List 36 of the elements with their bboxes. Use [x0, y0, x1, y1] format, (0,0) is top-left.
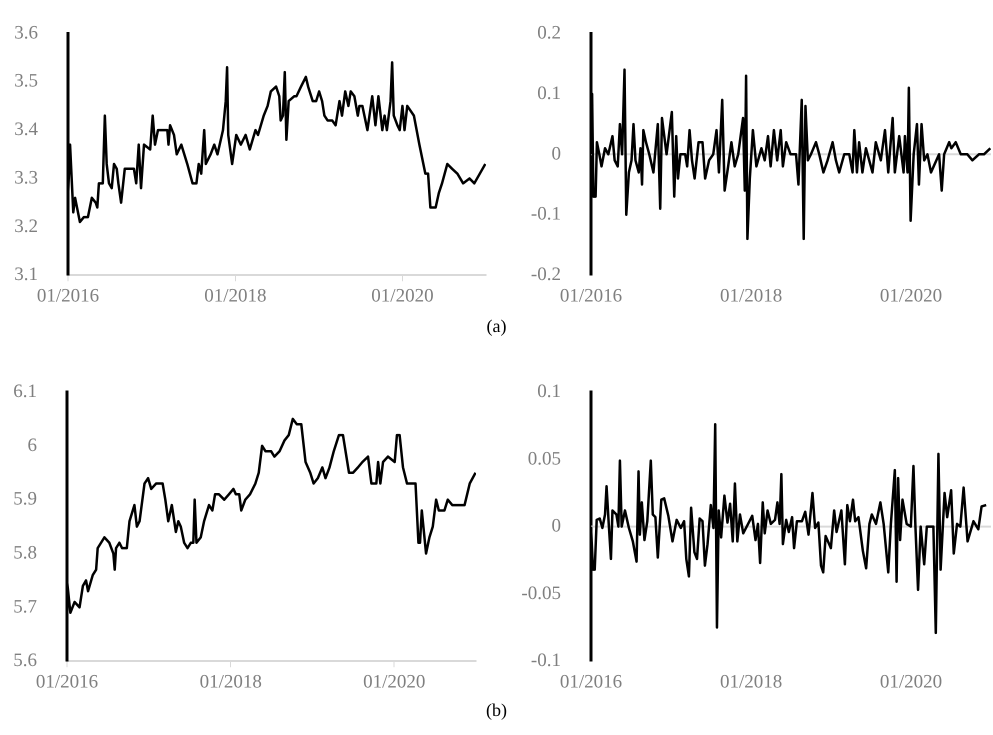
y-tick-label: 5.9 — [13, 488, 37, 510]
y-tick-label: 3.3 — [14, 167, 38, 188]
x-tick-label: 01/2018 — [204, 286, 266, 307]
y-tick-label: 5.6 — [13, 650, 37, 672]
x-tick-label: 01/2016 — [36, 286, 100, 307]
y-tick-label: 5.7 — [13, 596, 37, 618]
y-tick-label: 3.4 — [14, 119, 38, 140]
y-tick-label: -0.1 — [530, 650, 561, 672]
x-tick-label: 01/2016 — [560, 672, 622, 693]
x-tick-label: 01/2020 — [363, 672, 426, 693]
text: (a) — [486, 316, 508, 337]
y-tick-label: -0.05 — [521, 582, 561, 604]
y-tick-label: -0.2 — [530, 264, 561, 286]
x-tick-label: 01/2020 — [880, 672, 942, 693]
x-tick-label: 01/2020 — [880, 286, 942, 307]
y-tick-label: 0.1 — [537, 82, 561, 104]
y-tick-label: 5.8 — [13, 542, 37, 564]
y-tick-label: 3.1 — [14, 264, 38, 286]
x-tick-label: 01/2018 — [200, 672, 262, 693]
text: (b) — [485, 700, 508, 721]
y-tick-label: 3.5 — [14, 70, 38, 92]
x-tick-label: 01/2016 — [560, 286, 622, 307]
x-tick-label: 01/2018 — [720, 286, 782, 307]
y-tick-label: 0 — [552, 516, 561, 537]
y-tick-label: 6.1 — [13, 380, 37, 402]
y-tick-label: 0 — [552, 143, 561, 164]
y-tick-label: 0.2 — [537, 22, 561, 44]
x-tick-label: 01/2018 — [720, 672, 782, 693]
x-tick-label: 01/2020 — [371, 286, 434, 307]
y-tick-label: 6 — [28, 434, 37, 456]
y-tick-label: -0.1 — [530, 204, 561, 225]
x-tick-label: 01/2016 — [36, 672, 98, 693]
y-tick-label: 0.1 — [537, 380, 561, 402]
y-tick-label: 3.2 — [14, 216, 38, 237]
y-tick-label: 3.6 — [14, 22, 38, 44]
y-tick-label: 0.05 — [528, 448, 561, 470]
